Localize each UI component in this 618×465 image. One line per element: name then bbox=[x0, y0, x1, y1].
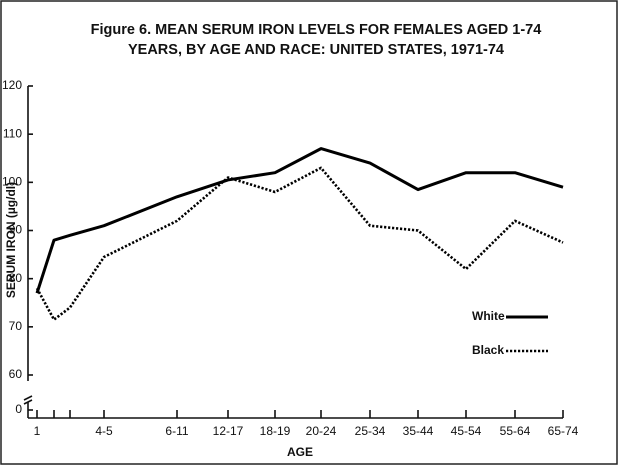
x-tick-label: 45-54 bbox=[451, 424, 482, 438]
x-tick-label: 25-34 bbox=[355, 424, 386, 438]
x-tick-label: 65-74 bbox=[548, 424, 579, 438]
x-tick-label: 55-64 bbox=[500, 424, 531, 438]
y-tick-label: 100 bbox=[2, 175, 22, 189]
chart-subtitle: YEARS, BY AGE AND RACE: UNITED STATES, 1… bbox=[128, 42, 504, 58]
x-tick-label: 18-19 bbox=[260, 424, 291, 438]
axis-break bbox=[23, 395, 33, 405]
chart-title: Figure 6. MEAN SERUM IRON LEVELS FOR FEM… bbox=[91, 22, 542, 38]
x-tick-label: 1 bbox=[34, 424, 41, 438]
y-tick-label: 0 bbox=[15, 402, 22, 416]
x-axis-label: AGE bbox=[287, 445, 313, 459]
y-axis-label: SERUM IRON (µg/dl) bbox=[4, 182, 18, 298]
x-tick-label: 4-5 bbox=[95, 424, 113, 438]
y-tick-label: 120 bbox=[2, 78, 22, 92]
y-tick-label: 80 bbox=[9, 271, 23, 285]
x-tick-label: 20-24 bbox=[306, 424, 337, 438]
series-line bbox=[35, 166, 564, 321]
x-tick-label: 35-44 bbox=[403, 424, 434, 438]
y-tick-label: 90 bbox=[9, 223, 23, 237]
y-tick-label: 70 bbox=[9, 319, 23, 333]
y-tick-label: 60 bbox=[9, 367, 23, 381]
x-tick-label: 6-11 bbox=[165, 424, 188, 438]
legend-label: White bbox=[472, 309, 505, 323]
series-line bbox=[35, 147, 564, 294]
legend-label: Black bbox=[472, 343, 504, 357]
y-tick-label: 110 bbox=[3, 126, 22, 140]
x-tick-label: 12-17 bbox=[213, 424, 244, 438]
